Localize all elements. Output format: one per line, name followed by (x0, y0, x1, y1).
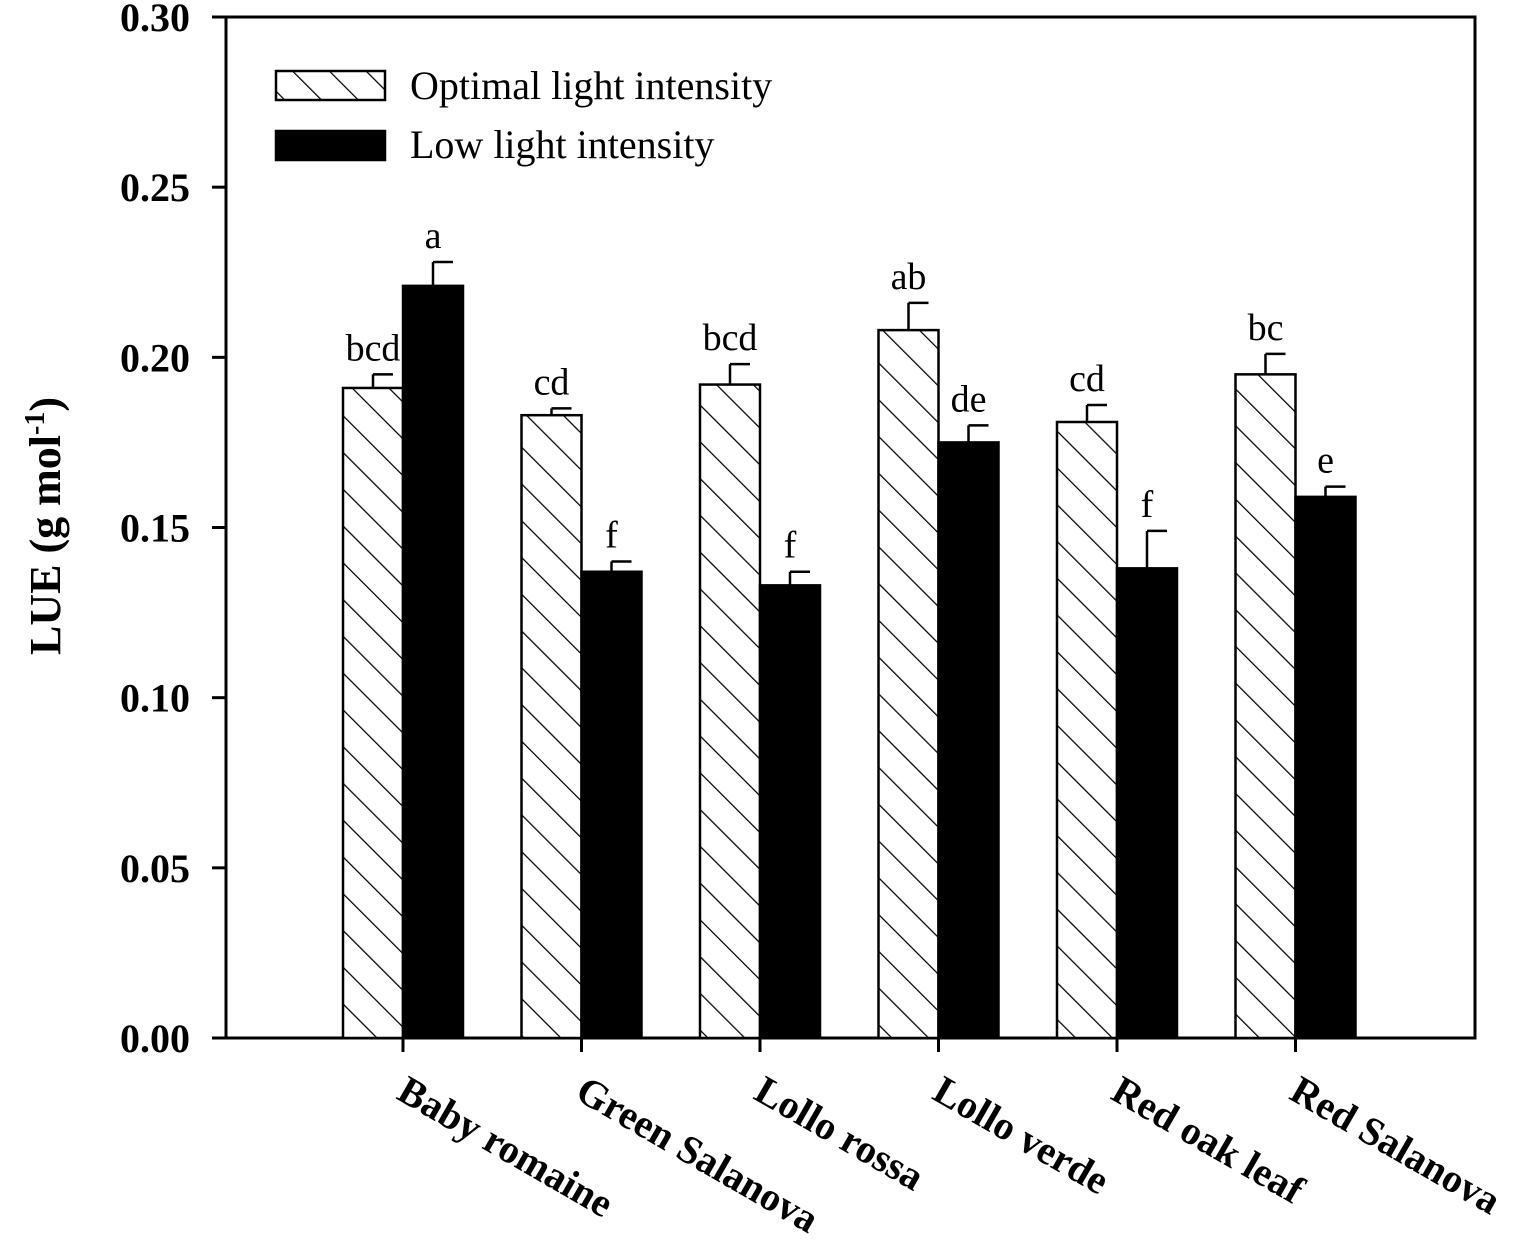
legend-swatch-low (274, 129, 387, 162)
legend-swatch-optimal (274, 69, 387, 102)
bar-low-3 (937, 441, 1000, 1040)
bar-optimal-2 (698, 383, 762, 1040)
significance-letter: bcd (346, 327, 401, 369)
category-label: Lollo verde (926, 1067, 1117, 1203)
category-label: Red oak leaf (1105, 1067, 1313, 1213)
significance-letter: f (784, 525, 797, 567)
significance-letter: a (425, 215, 442, 257)
y-tick-label: 0.00 (120, 1016, 190, 1061)
significance-letter: cd (534, 361, 570, 403)
bar-low-0 (401, 284, 465, 1040)
significance-letter: f (605, 515, 618, 557)
bar-low-1 (580, 570, 643, 1040)
legend-label-low: Low light intensity (410, 122, 714, 167)
significance-letter: f (1141, 484, 1154, 526)
y-tick-label: 0.15 (120, 506, 190, 551)
bar-optimal-1 (520, 413, 583, 1040)
significance-letter: ab (891, 256, 927, 298)
significance-letter: de (951, 378, 987, 420)
y-axis-title: LUE (g mol-1) (20, 397, 70, 655)
y-tick-label: 0.20 (120, 335, 190, 380)
bar-low-2 (758, 584, 822, 1040)
bar-optimal-5 (1234, 373, 1297, 1040)
significance-letter: e (1317, 440, 1334, 482)
significance-letter: cd (1069, 358, 1105, 400)
y-tick-label: 0.05 (120, 846, 190, 891)
bars (341, 260, 1357, 1040)
legend: Optimal light intensity Low light intens… (274, 63, 772, 167)
category-label: Red Salanova (1283, 1067, 1509, 1223)
significance-letter: bc (1248, 307, 1284, 349)
y-tick-label: 0.30 (120, 0, 190, 40)
bar-optimal-4 (1055, 420, 1119, 1040)
legend-label-optimal: Optimal light intensity (410, 63, 772, 108)
y-axis: 0.00 0.05 0.10 0.15 0.20 0.25 0.30 (120, 0, 226, 1061)
bar-optimal-0 (341, 386, 405, 1040)
significance-labels: bcd a cd f bcd f ab de cd f bc e (346, 215, 1334, 567)
bar-optimal-3 (877, 328, 940, 1040)
significance-letter: bcd (703, 317, 758, 359)
bar-low-5 (1294, 495, 1357, 1040)
y-tick-label: 0.10 (120, 676, 190, 721)
bar-low-4 (1115, 567, 1179, 1040)
y-tick-label: 0.25 (120, 165, 190, 210)
